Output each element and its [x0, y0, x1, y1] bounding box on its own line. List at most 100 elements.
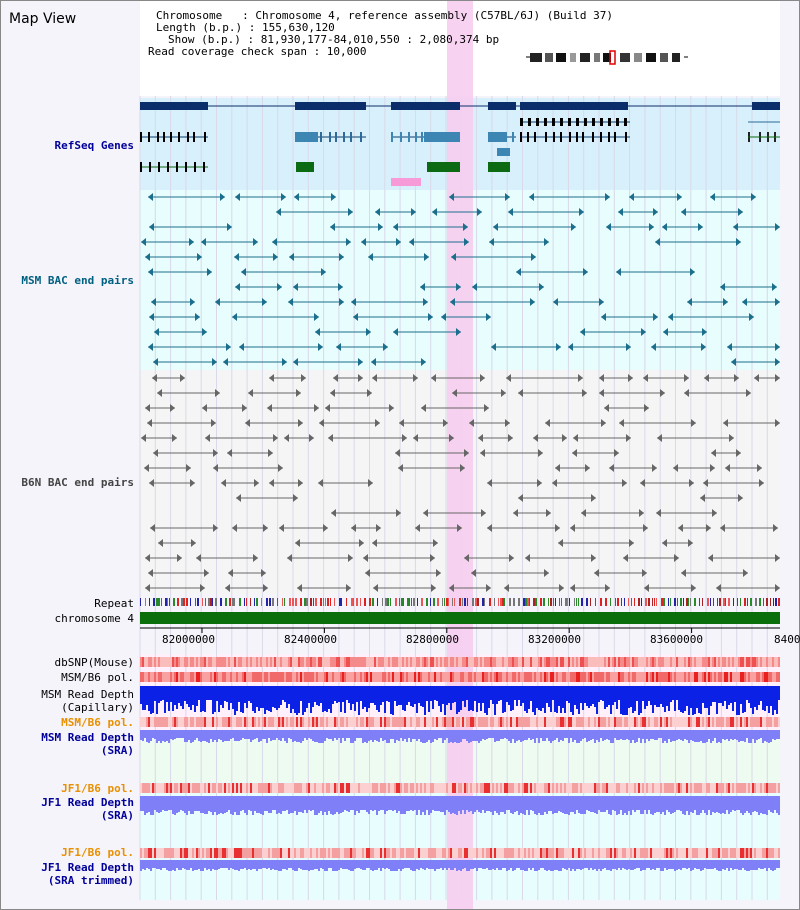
bac-end-marker — [293, 358, 298, 366]
pol-heat — [570, 783, 572, 793]
jf1-sra-depth — [720, 796, 722, 814]
msm-sra-depth — [234, 730, 236, 741]
pol-heat — [226, 783, 228, 793]
msm-capillary-depth — [568, 686, 570, 703]
jf1-sra-depth — [532, 796, 534, 811]
dbsnp-heat — [432, 657, 434, 667]
pol-heat — [230, 783, 232, 793]
pol-heat — [296, 783, 298, 793]
dbsnp-heat — [698, 657, 700, 667]
msm-sra-depth — [284, 730, 286, 741]
dbsnp-heat — [254, 657, 256, 667]
bac-end-marker — [605, 193, 610, 201]
msm-sra-depth — [144, 730, 146, 738]
pol-heat — [554, 717, 556, 727]
dbsnp-heat — [538, 657, 540, 667]
dbsnp-heat — [274, 657, 276, 667]
bac-end-marker — [373, 584, 378, 592]
repeat-mark — [702, 598, 703, 606]
exon-mark — [614, 132, 616, 142]
pol-heat — [376, 848, 378, 858]
msm-sra-depth — [294, 730, 296, 741]
jf1-sra-depth — [378, 796, 380, 811]
pol-heat — [726, 717, 728, 727]
pol-heat — [328, 672, 330, 682]
msm-capillary-depth — [190, 686, 192, 710]
msm-sra-depth — [324, 730, 326, 741]
msm-sra-depth — [400, 730, 402, 738]
jf1-sra-depth — [304, 796, 306, 810]
dbsnp-heat — [184, 657, 186, 667]
track-label-msm-bac[interactable]: MSM BAC end pairs — [21, 274, 134, 287]
msm-capillary-depth — [348, 686, 350, 703]
pol-heat — [496, 848, 498, 858]
msm-capillary-depth — [556, 686, 558, 713]
dbsnp-heat — [454, 657, 456, 667]
pol-heat — [490, 717, 492, 727]
pol-heat — [628, 672, 630, 682]
pol-heat — [364, 783, 366, 793]
exon-mark — [584, 118, 587, 126]
bac-end-marker — [736, 449, 741, 457]
bac-end-marker — [207, 268, 212, 276]
msm-capillary-depth — [430, 686, 432, 701]
jf1-sra-depth — [356, 796, 358, 811]
jf1-sra-depth — [516, 796, 518, 811]
pol-heat — [460, 717, 462, 727]
pol-heat — [148, 848, 150, 858]
pol-heat — [190, 717, 192, 727]
bac-end-marker — [398, 464, 403, 472]
jf1-trimmed-depth — [594, 860, 596, 869]
pol-heat — [320, 783, 322, 793]
dbsnp-heat — [168, 657, 170, 667]
pol-heat — [298, 672, 300, 682]
track-label-b6n-bac[interactable]: B6N BAC end pairs — [21, 476, 134, 489]
track-label-refseq[interactable]: RefSeq Genes — [54, 139, 134, 152]
dbsnp-heat — [514, 657, 516, 667]
pol-heat — [164, 783, 166, 793]
pol-heat — [188, 672, 190, 682]
dbsnp-heat — [328, 657, 330, 667]
pol-heat — [276, 672, 278, 682]
bac-end-marker — [213, 524, 218, 532]
dbsnp-heat — [542, 657, 544, 667]
pol-heat — [464, 672, 466, 682]
msm-sra-depth — [734, 730, 736, 739]
jf1-sra-depth — [246, 796, 248, 815]
pol-heat — [336, 783, 338, 793]
bac-end-marker — [720, 283, 725, 291]
pol-heat — [220, 848, 222, 858]
pol-heat — [522, 848, 524, 858]
pol-heat — [418, 717, 420, 727]
msm-sra-depth — [710, 730, 712, 743]
pol-heat — [310, 717, 312, 727]
msm-capillary-depth — [738, 686, 740, 715]
pol-heat — [576, 717, 578, 727]
pol-heat — [638, 848, 640, 858]
repeat-mark — [728, 598, 730, 606]
pol-heat — [606, 717, 608, 727]
msm-capillary-depth — [670, 686, 672, 702]
jf1-sra-depth — [164, 796, 166, 811]
pol-heat — [236, 672, 238, 682]
msm-capillary-depth — [208, 686, 210, 700]
pol-heat — [302, 783, 304, 793]
exon-mark — [560, 132, 562, 142]
msm-sra-depth — [252, 730, 254, 740]
jf1-sra-depth — [306, 796, 308, 813]
pol-heat — [640, 717, 642, 727]
bac-end-marker — [145, 584, 150, 592]
dbsnp-heat — [340, 657, 342, 667]
pol-heat — [476, 848, 478, 858]
pol-heat — [468, 848, 470, 858]
msm-sra-depth — [198, 730, 200, 741]
pol-heat — [644, 717, 646, 727]
pol-heat — [474, 848, 476, 858]
pol-heat — [318, 672, 320, 682]
jf1-trimmed-depth — [256, 860, 258, 871]
msm-sra-depth — [530, 730, 532, 740]
pol-heat — [612, 717, 614, 727]
pol-heat — [252, 848, 254, 858]
